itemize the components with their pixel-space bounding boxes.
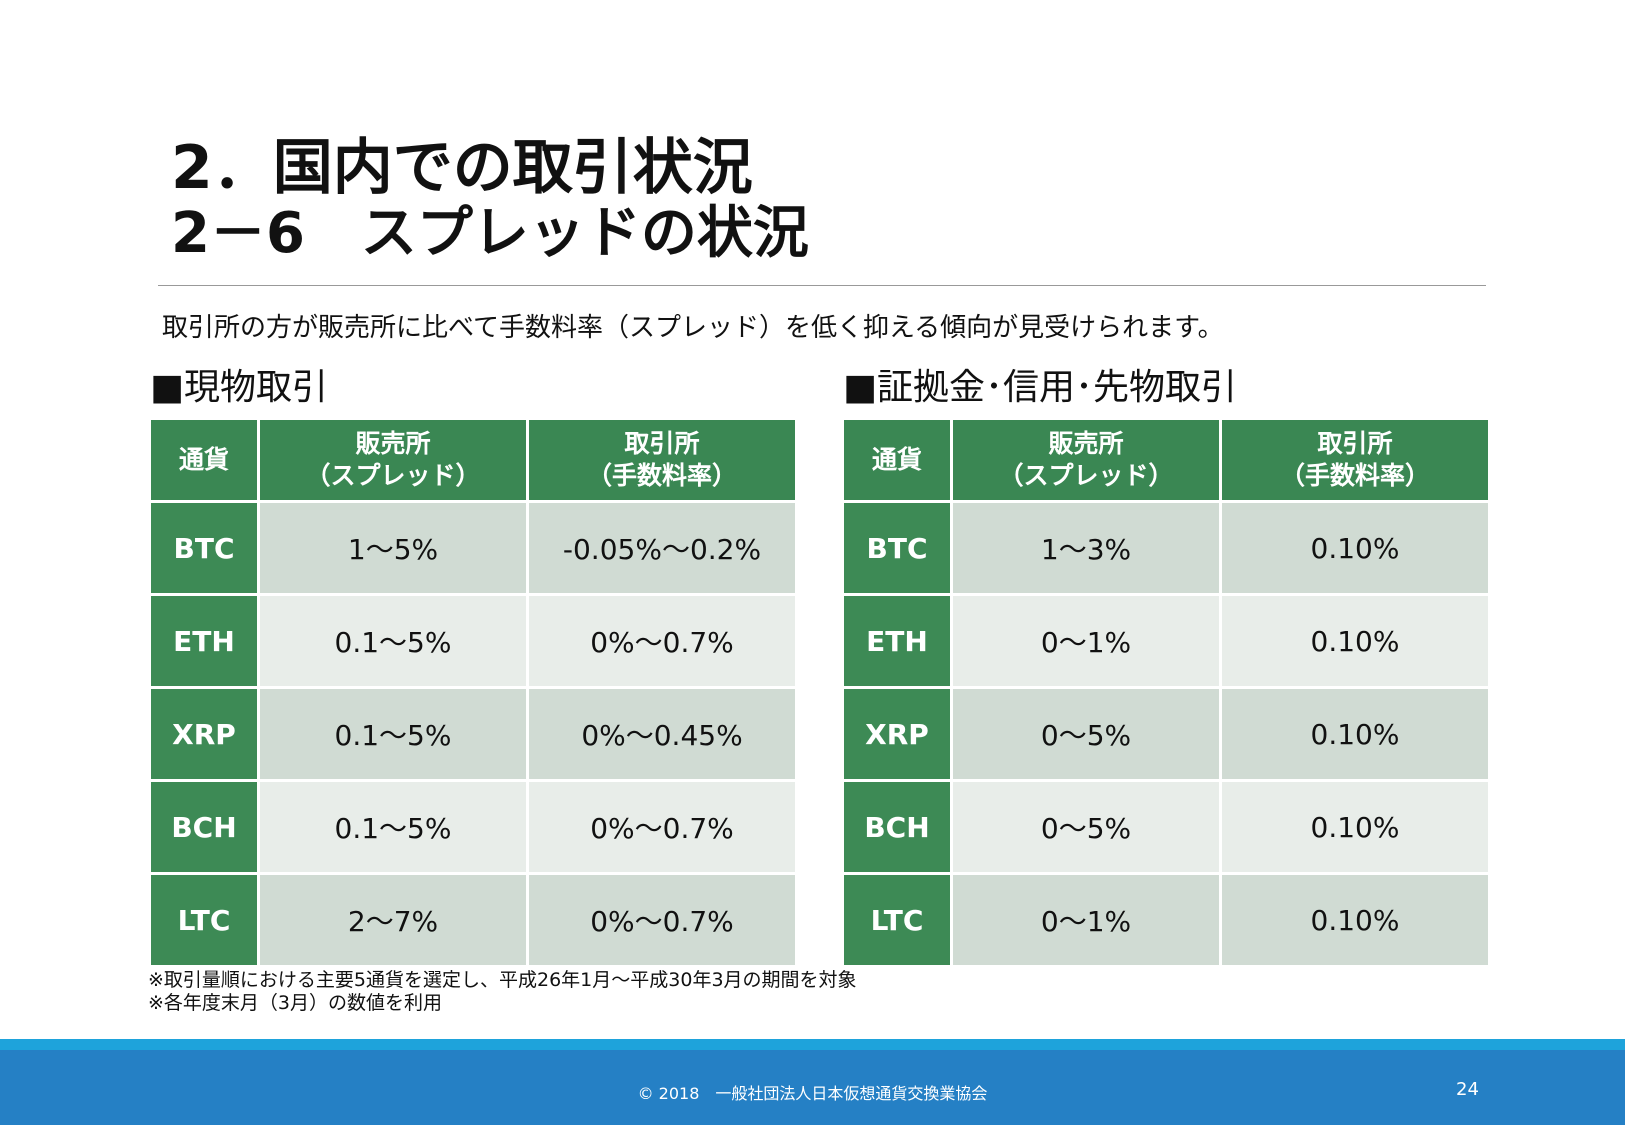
currency-cell: BTC — [841, 500, 953, 596]
currency-cell: XRP — [841, 686, 953, 782]
value-cell: 0.10% — [1219, 779, 1491, 875]
table-row: XRP 0.1～5% 0%～0.45% — [148, 686, 798, 782]
value-cell: 0%～0.7% — [526, 593, 798, 689]
header-line: 取引所 — [624, 429, 700, 458]
data-table: 通貨 販売所 （スプレッド） 取引所 （手数料率） BTC 1～3% 0.10% ETH 0～1%… — [841, 417, 1491, 968]
data-table: 通貨 販売所 （スプレッド） 取引所 （手数料率） BTC 1～5% -0.05%～0.2% E… — [148, 417, 798, 968]
value-cell: 0.1～5% — [257, 779, 529, 875]
currency-cell: ETH — [148, 593, 260, 689]
title: 2．国内での取引状況 — [171, 133, 753, 203]
table-row: BCH 0.1～5% 0%～0.7% — [148, 779, 798, 875]
value-cell: 0.1～5% — [257, 686, 529, 782]
header-line: 取引所 — [1317, 429, 1393, 458]
section-heading: ■証拠金･信用･先物取引 — [843, 367, 1238, 408]
header-cell: 販売所 （スプレッド） — [950, 417, 1222, 503]
currency-cell: LTC — [148, 872, 260, 968]
currency-cell: BCH — [841, 779, 953, 875]
table-row: BCH 0～5% 0.10% — [841, 779, 1491, 875]
header-row: 通貨 販売所 （スプレッド） 取引所 （手数料率） — [148, 417, 798, 503]
header-line: （手数料率） — [586, 461, 737, 490]
table-row: ETH 0～1% 0.10% — [841, 593, 1491, 689]
value-cell: 0.1～5% — [257, 593, 529, 689]
header-cell: 取引所 （手数料率） — [526, 417, 798, 503]
value-cell: 0～5% — [950, 779, 1222, 875]
subtitle: 2－6 スプレッドの状況 — [171, 201, 809, 266]
table-row: BTC 1～3% 0.10% — [841, 500, 1491, 596]
value-cell: -0.05%～0.2% — [526, 500, 798, 596]
header-cell: 取引所 （手数料率） — [1219, 417, 1491, 503]
page-number: 24 — [1456, 1079, 1479, 1100]
value-cell: 0.10% — [1219, 872, 1491, 968]
value-cell: 0～1% — [950, 872, 1222, 968]
header-cell: 販売所 （スプレッド） — [257, 417, 529, 503]
header-cell: 通貨 — [148, 417, 260, 503]
footer — [0, 1050, 1625, 1125]
value-cell: 0%～0.7% — [526, 779, 798, 875]
footer-strip — [0, 1039, 1625, 1050]
value-cell: 0.10% — [1219, 686, 1491, 782]
note: ※取引量順における主要5通貨を選定し、平成26年1月～平成30年3月の期間を対象 — [148, 969, 857, 991]
header-line: （手数料率） — [1279, 461, 1430, 490]
value-cell: 1～5% — [257, 500, 529, 596]
currency-cell: LTC — [841, 872, 953, 968]
table-row: ETH 0.1～5% 0%～0.7% — [148, 593, 798, 689]
header-line: 販売所 — [1048, 429, 1124, 458]
table-row: LTC 0～1% 0.10% — [841, 872, 1491, 968]
header-line: 通貨 — [871, 445, 922, 474]
note: ※各年度末月（3月）の数値を利用 — [148, 992, 443, 1014]
section-heading: ■現物取引 — [150, 367, 329, 408]
table-row: LTC 2～7% 0%～0.7% — [148, 872, 798, 968]
currency-cell: BTC — [148, 500, 260, 596]
header-line: 通貨 — [178, 445, 229, 474]
value-cell: 0～1% — [950, 593, 1222, 689]
notes: ※取引量順における主要5通貨を選定し、平成26年1月～平成30年3月の期間を対象… — [148, 969, 857, 1015]
value-cell: 0.10% — [1219, 593, 1491, 689]
currency-cell: ETH — [841, 593, 953, 689]
value-cell: 0.10% — [1219, 500, 1491, 596]
divider — [158, 285, 1486, 286]
value-cell: 2～7% — [257, 872, 529, 968]
header-line: （スプレッド） — [305, 461, 481, 490]
value-cell: 1～3% — [950, 500, 1222, 596]
table-row: BTC 1～5% -0.05%～0.2% — [148, 500, 798, 596]
header-row: 通貨 販売所 （スプレッド） 取引所 （手数料率） — [841, 417, 1491, 503]
table-row: XRP 0～5% 0.10% — [841, 686, 1491, 782]
value-cell: 0～5% — [950, 686, 1222, 782]
value-cell: 0%～0.7% — [526, 872, 798, 968]
value-cell: 0%～0.45% — [526, 686, 798, 782]
header-cell: 通貨 — [841, 417, 953, 503]
copyright: © 2018 一般社団法人日本仮想通貨交換業協会 — [637, 1084, 988, 1103]
currency-cell: XRP — [148, 686, 260, 782]
description: 取引所の方が販売所に比べて手数料率（スプレッド）を低く抑える傾向が見受けられます… — [162, 313, 1224, 343]
currency-cell: BCH — [148, 779, 260, 875]
header-line: 販売所 — [355, 429, 431, 458]
header-line: （スプレッド） — [998, 461, 1174, 490]
